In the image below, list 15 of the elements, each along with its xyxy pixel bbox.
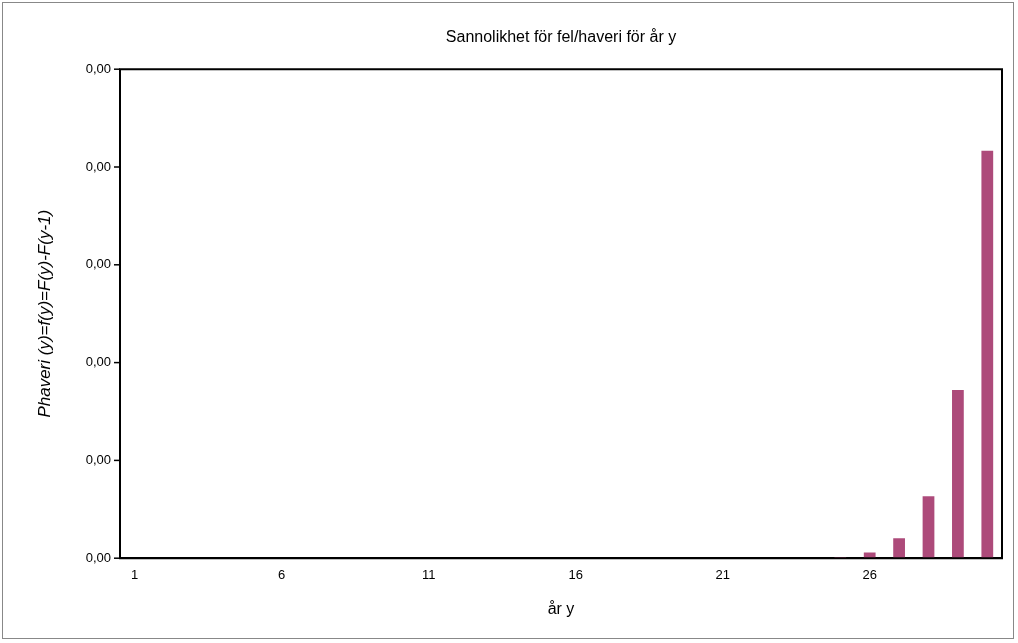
- chart-title: Sannolikhet för fel/haveri för år y: [445, 28, 677, 46]
- x-tick-label: 6: [278, 566, 286, 582]
- text: 0,00: [85, 60, 111, 76]
- text: 0,00: [85, 549, 111, 565]
- text: 0,00: [85, 256, 111, 272]
- x-tick-label: 26: [862, 566, 877, 582]
- text: 0,00: [85, 158, 111, 174]
- x-axis-title: år y: [547, 599, 575, 617]
- x-tick-label: 11: [421, 566, 436, 582]
- y-axis-title: Phaveri (y)=f(y)=F(y)-F(y-1): [34, 209, 54, 418]
- x-tick-label: 1: [131, 566, 139, 582]
- x-tick-label: 21: [715, 566, 730, 582]
- text: 0,00: [85, 354, 111, 370]
- text: 0,00: [85, 451, 111, 467]
- x-tick-label: 16: [568, 566, 583, 582]
